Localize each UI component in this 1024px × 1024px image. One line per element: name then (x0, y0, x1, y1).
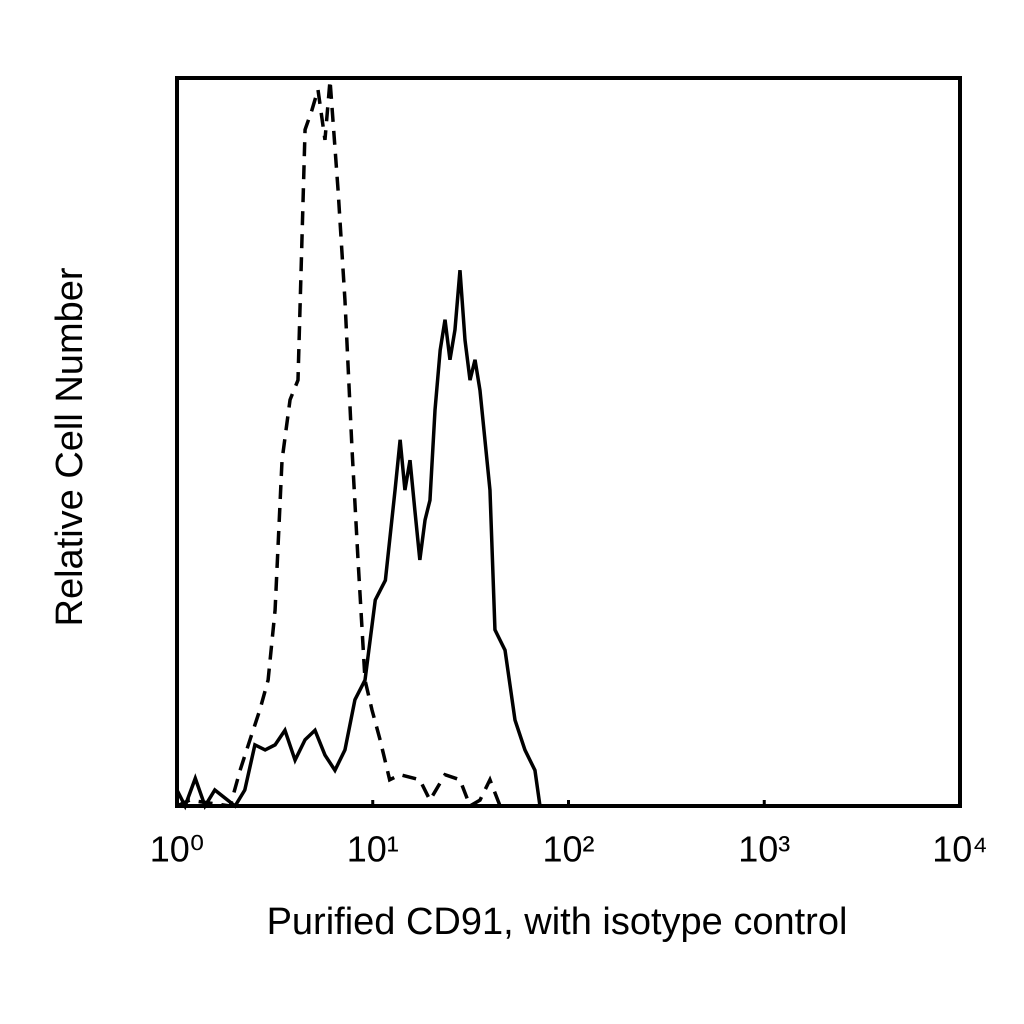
histogram-line (175, 270, 542, 811)
x-tick-label: 10² (542, 829, 594, 870)
x-tick-label: 10⁴ (932, 829, 988, 870)
x-axis-title: Purified CD91, with isotype control (267, 901, 848, 943)
x-tick-label: 10⁰ (150, 829, 204, 870)
dashed-histogram-line (176, 80, 520, 809)
plot-frame (175, 76, 962, 808)
x-tick-label: 10¹ (347, 829, 399, 870)
x-tick-label: 10³ (738, 829, 790, 870)
y-axis-title: Relative Cell Number (49, 267, 91, 626)
